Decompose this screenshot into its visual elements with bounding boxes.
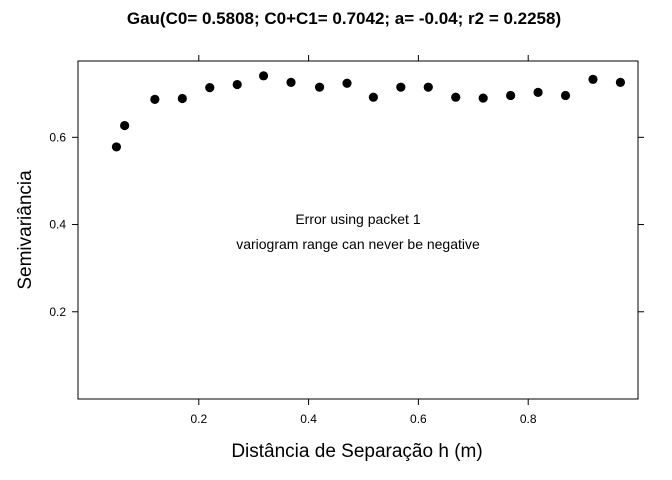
data-point: [396, 82, 406, 92]
data-point: [120, 120, 130, 131]
x-tick-label: 0.8: [520, 412, 537, 426]
y-tick-label: 0.2: [49, 305, 66, 319]
data-point: [342, 78, 352, 88]
data-point: [314, 82, 325, 92]
data-point: [615, 77, 626, 87]
data-point: [478, 93, 488, 103]
annotation-line-2: variogram range can never be negative: [236, 236, 480, 252]
data-point: [177, 93, 187, 104]
x-axis-label: Distância de Separação h (m): [231, 441, 482, 462]
x-tick-label: 0.4: [300, 412, 317, 426]
chart-title: Gau(C0= 0.5808; C0+C1= 0.7042; a= -0.04;…: [127, 9, 561, 28]
y-tick-label: 0.6: [49, 130, 66, 144]
x-tick-label: 0.6: [410, 412, 427, 426]
data-points: [111, 71, 626, 152]
data-point: [560, 90, 571, 101]
data-point: [286, 77, 296, 87]
data-point: [205, 83, 215, 93]
axis-tick-labels: 0.2 0.4 0.6 0.8 0.2 0.4 0.6: [49, 130, 537, 426]
data-point: [533, 87, 543, 98]
data-point: [258, 71, 269, 81]
data-point: [451, 92, 461, 102]
x-tick-label: 0.2: [190, 412, 207, 426]
data-point: [423, 82, 433, 92]
plot-frame: [77, 60, 639, 400]
data-point: [506, 90, 516, 101]
y-axis-label: Semivariância: [15, 170, 36, 290]
data-point: [111, 142, 122, 152]
data-point: [232, 79, 242, 90]
axis-ticks: [72, 55, 644, 405]
annotation-line-1: Error using packet 1: [295, 211, 420, 227]
data-point: [150, 94, 160, 104]
data-point: [588, 74, 598, 84]
data-point: [368, 92, 378, 102]
y-tick-label: 0.4: [49, 218, 66, 232]
